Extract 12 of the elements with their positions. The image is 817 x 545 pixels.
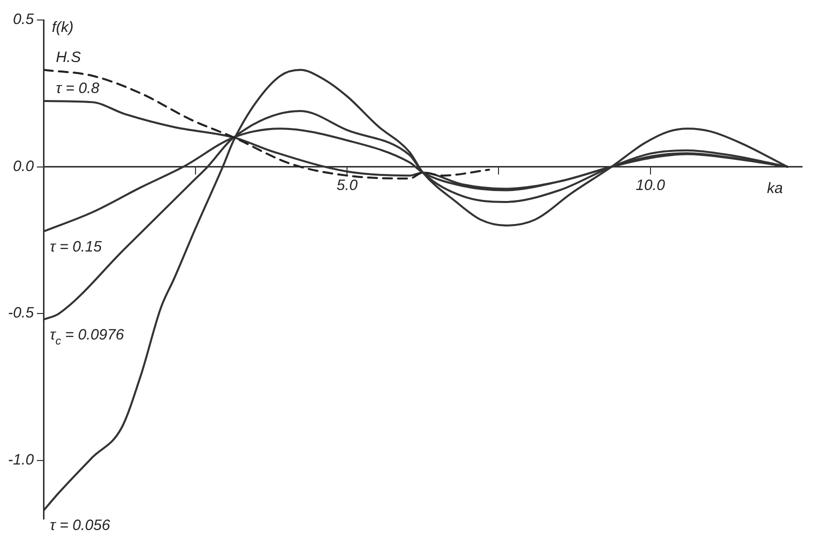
x-axis-title: ka (767, 180, 783, 197)
x-tick-label: 10.0 (636, 176, 666, 194)
series-label: H.S (56, 48, 81, 66)
series-label: τ = 0.056 (50, 517, 111, 534)
series-label: τ = 0.8 (56, 80, 100, 98)
y-tick-label: -1.0 (8, 451, 34, 468)
y-tick-label: 0.0 (12, 158, 34, 175)
series-label: τ = 0.15 (50, 238, 102, 256)
x-tick-label: 5.0 (336, 176, 358, 194)
y-axis-title: f(k) (52, 19, 74, 36)
y-tick-label: -0.5 (8, 304, 34, 322)
y-tick-label: 0.5 (12, 11, 34, 28)
